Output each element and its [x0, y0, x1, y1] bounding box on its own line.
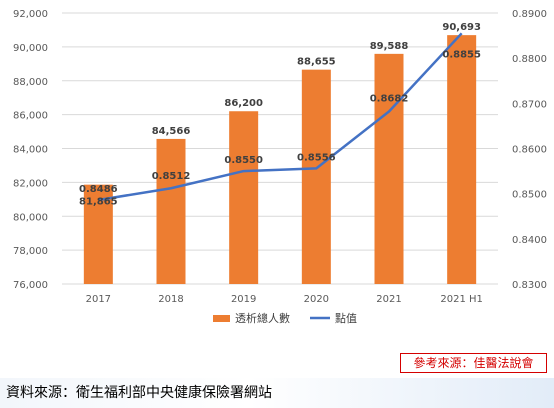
reference-label: 參考來源：佳醫法說會	[400, 353, 547, 373]
bar	[83, 184, 113, 284]
x-tick-label: 2021 H1	[440, 294, 483, 305]
y-left-tick-label: 80,000	[13, 212, 48, 223]
y-left-tick-label: 92,000	[13, 9, 48, 20]
line-data-label: 0.8486	[79, 184, 118, 195]
bar-data-label: 90,693	[442, 22, 481, 33]
combo-chart: 76,000 78,000 80,000 82,000 84,000 86,000 88,0…	[13, 9, 547, 325]
x-tick-label: 2018	[158, 294, 183, 305]
bar-data-label: 89,588	[370, 41, 409, 52]
line-data-label: 0.8556	[297, 152, 336, 163]
legend-swatch-bars	[213, 315, 230, 322]
y-left-tick-label: 86,000	[13, 111, 48, 122]
y-right-tick-label: 0.8600	[512, 145, 547, 156]
x-tick-label: 2020	[304, 294, 329, 305]
x-tick-label: 2017	[86, 294, 111, 305]
y-right-tick-label: 0.8700	[512, 99, 547, 110]
line-data-label: 0.8550	[224, 155, 263, 166]
y-right-tick-label: 0.8400	[512, 235, 547, 246]
bar	[374, 53, 404, 285]
y-right-tick-label: 0.8500	[512, 190, 547, 201]
bar	[229, 111, 259, 284]
line-data-label: 0.8855	[442, 49, 481, 60]
y-left-tick-label: 88,000	[13, 77, 48, 88]
y-right-tick-label: 0.8300	[512, 280, 547, 291]
line-data-label: 0.8512	[152, 171, 191, 182]
legend-label-line: 點值	[335, 312, 357, 325]
bar	[301, 69, 331, 284]
line-data-label: 0.8682	[370, 93, 409, 104]
bar-data-label: 88,655	[297, 57, 336, 68]
x-tick-label: 2021	[376, 294, 401, 305]
y-right-tick-label: 0.8800	[512, 54, 547, 65]
y-left-tick-label: 82,000	[13, 178, 48, 189]
bar-data-label: 81,865	[79, 197, 118, 208]
bar	[156, 138, 186, 284]
line-series	[98, 32, 463, 202]
bar-data-label: 86,200	[224, 98, 263, 109]
y-left-tick-label: 84,000	[13, 145, 48, 156]
source-note: 資料來源：衛生福利部中央健康保險署網站	[6, 385, 272, 401]
y-left-tick-label: 90,000	[13, 43, 48, 54]
x-tick-label: 2019	[231, 294, 256, 305]
legend-label-bars: 透析總人數	[235, 311, 290, 325]
y-left-tick-label: 78,000	[13, 246, 48, 257]
bar	[447, 35, 477, 284]
bar-data-label: 84,566	[152, 126, 191, 137]
y-right-tick-label: 0.8900	[512, 9, 547, 20]
y-left-tick-label: 76,000	[13, 280, 48, 291]
footer-band	[0, 378, 554, 408]
